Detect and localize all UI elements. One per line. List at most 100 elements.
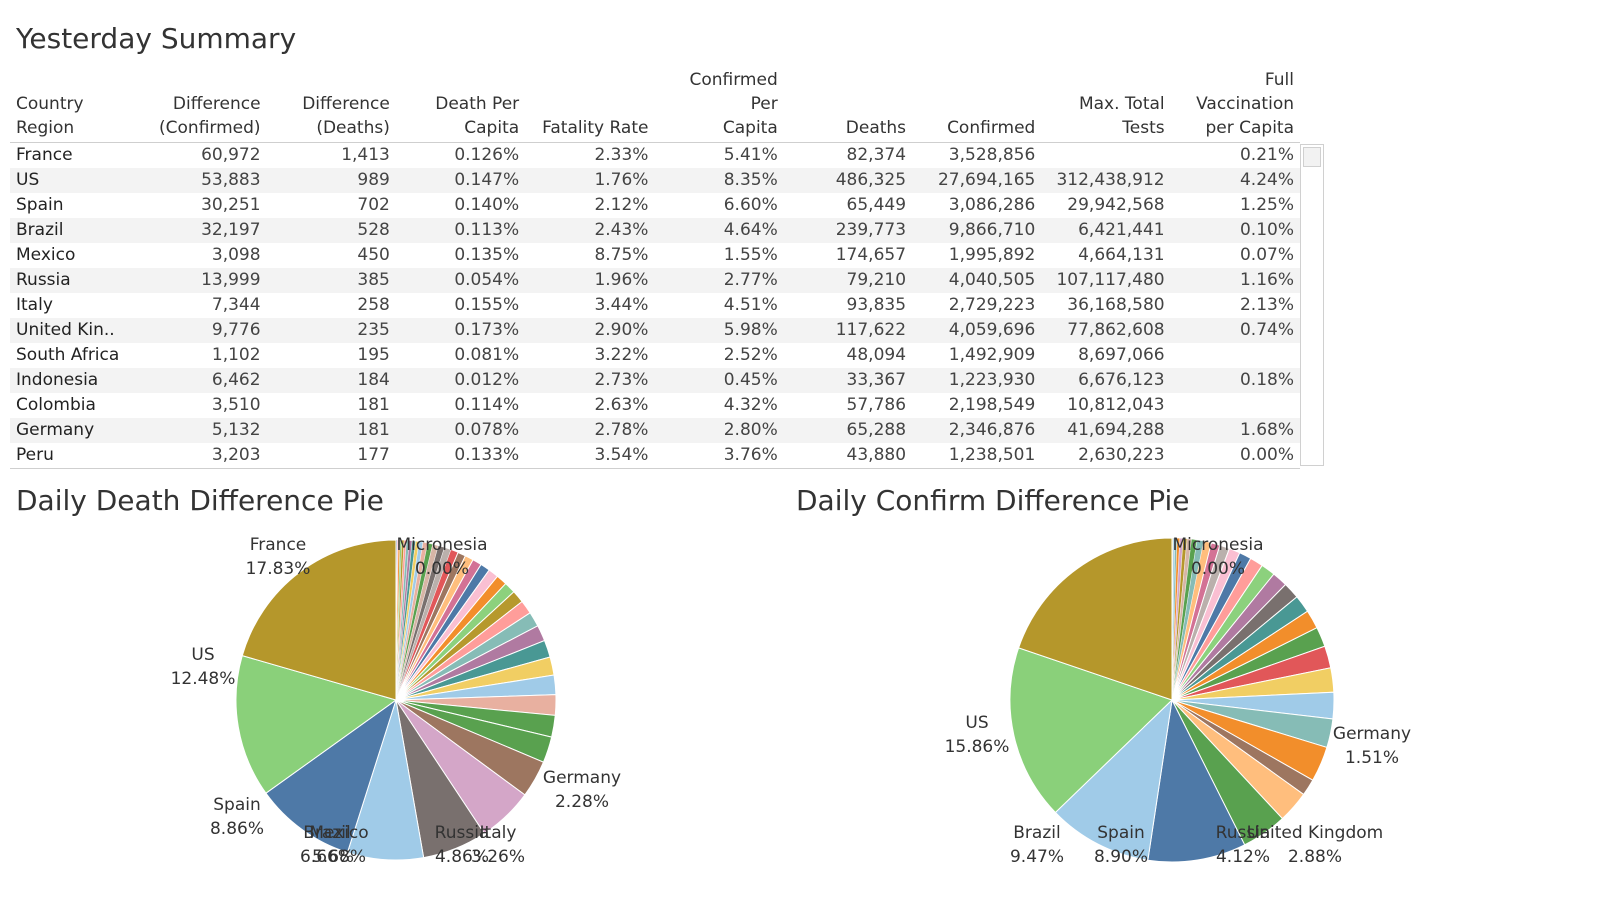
country-cell: United Kin.. [16, 319, 115, 340]
value-cell: 1.76% [594, 169, 649, 190]
value-cell: 65,288 [846, 419, 907, 440]
value-cell: 1,223,930 [948, 369, 1036, 390]
value-cell: 2.90% [594, 319, 649, 340]
table-row[interactable]: Spain 30,251 702 0.140% 2.12% 6.60% 65,449 3,08… [10, 193, 1300, 218]
column-header-text: Confirmed [947, 117, 1036, 138]
table-row[interactable]: Indonesia 6,462 184 0.012% 2.73% 0.45% 33,367 1… [10, 367, 1300, 393]
value-cell: 93,835 [846, 294, 907, 315]
value-cell: 117,622 [835, 319, 907, 340]
pie-data-label: 17.83% [246, 559, 311, 579]
value-cell: 41,694,288 [1067, 419, 1165, 440]
value-cell: 0.173% [454, 319, 520, 340]
table-row[interactable]: Mexico 3,098 450 0.135% 8.75% 1.55% 174,657 1,9… [10, 243, 1300, 268]
scrollbar-thumb[interactable] [1303, 147, 1321, 167]
table-row[interactable]: Brazil 32,197 528 0.113% 2.43% 4.64% 239,773 9,… [10, 217, 1300, 243]
column-header[interactable]: Death Per Capita [396, 66, 525, 142]
death-pie-title: Daily Death Difference Pie [16, 484, 384, 517]
pie-slice[interactable] [1054, 698, 1173, 861]
summary-table: Country Region Difference (Confirmed) Differ… [10, 66, 1300, 469]
table-row[interactable]: Peru 3,203 177 0.133% 3.54% 3.76% 43,880 1,238,… [10, 443, 1300, 469]
table-row[interactable]: France 60,972 1,413 0.126% 2.33% 5.41% 82,374 3… [10, 142, 1300, 168]
value-cell: 3.22% [594, 344, 649, 365]
table-body: France 60,972 1,413 0.126% 2.33% 5.41% 82,374 3… [10, 142, 1300, 468]
pie-slice[interactable] [241, 539, 397, 701]
column-header-text: Country [16, 93, 84, 114]
pie-data-label: Italy [480, 823, 517, 843]
value-cell: 36,168,580 [1067, 294, 1165, 315]
pie-data-label: US [965, 713, 988, 733]
country-cell: Colombia [16, 394, 96, 415]
value-cell: 6,462 [211, 369, 261, 390]
value-cell: 0.081% [454, 344, 520, 365]
value-cell: 29,942,568 [1067, 194, 1165, 215]
value-cell [1041, 142, 1170, 168]
column-header-text: Region [16, 117, 75, 138]
pie-data-label: 5.68% [312, 847, 366, 867]
value-cell: 385 [357, 269, 390, 290]
table-row[interactable]: Italy 7,344 258 0.155% 3.44% 4.51% 93,835 2,729… [10, 293, 1300, 318]
column-header[interactable]: Deaths [784, 66, 912, 142]
table-header-row: Country Region Difference (Confirmed) Differ… [10, 66, 1300, 142]
value-cell: 181 [357, 419, 390, 440]
column-header[interactable]: Difference (Confirmed) [137, 66, 266, 142]
value-cell: 77,862,608 [1067, 319, 1165, 340]
value-cell: 2.12% [594, 194, 649, 215]
table-row[interactable]: Russia 13,999 385 0.054% 1.96% 2.77% 79,210 4,0… [10, 267, 1300, 293]
value-cell: 0.21% [1239, 144, 1294, 165]
pie-data-label: US [191, 645, 214, 665]
value-cell: 3.44% [594, 294, 649, 315]
value-cell: 9,866,710 [948, 219, 1036, 240]
column-header[interactable]: Difference (Deaths) [267, 66, 396, 142]
pie-slice[interactable] [1017, 537, 1173, 701]
table-row[interactable]: United Kin.. 9,776 235 0.173% 2.90% 5.98% 117,… [10, 317, 1300, 343]
pie-slice[interactable] [265, 698, 397, 854]
column-header[interactable]: Fatality Rate [525, 66, 654, 142]
value-cell: 2.80% [723, 419, 778, 440]
value-cell: 5,132 [211, 419, 261, 440]
pie-data-label: United Kingdom [1247, 823, 1383, 843]
pie-slice[interactable] [1147, 698, 1246, 863]
column-header[interactable]: Max. Total Tests [1041, 66, 1170, 142]
value-cell: 0.054% [454, 269, 520, 290]
value-cell: 53,883 [201, 169, 261, 190]
value-cell: 2,346,876 [948, 419, 1036, 440]
column-header[interactable]: Confirmed Per Capita [654, 66, 783, 142]
value-cell: 2.33% [594, 144, 649, 165]
column-header[interactable]: Country Region [10, 66, 137, 142]
column-header-text: per Capita [1205, 117, 1294, 138]
column-header-text: Tests [1122, 117, 1165, 138]
value-cell: 30,251 [201, 194, 261, 215]
table-row[interactable]: Colombia 3,510 181 0.114% 2.63% 4.32% 57,786 2,… [10, 393, 1300, 418]
table-scrollbar[interactable] [1300, 144, 1324, 466]
table-row[interactable]: South Africa 1,102 195 0.081% 3.22% 2.52% 48,0… [10, 343, 1300, 368]
value-cell: 528 [357, 219, 390, 240]
value-cell: 7,344 [211, 294, 261, 315]
pie-slice[interactable] [235, 655, 398, 794]
pie-data-label: 6.66% [300, 847, 354, 867]
column-header[interactable]: Full Vaccination per Capita [1171, 66, 1300, 142]
pie-data-label: France [250, 535, 307, 555]
value-cell: 4.24% [1239, 169, 1294, 190]
country-cell: Italy [16, 294, 53, 315]
column-header[interactable]: Confirmed [912, 66, 1041, 142]
pie-data-label: 0.00% [415, 559, 469, 579]
table-row[interactable]: Germany 5,132 181 0.078% 2.78% 2.80% 65,288 2,3… [10, 417, 1300, 443]
value-cell: 0.078% [454, 419, 520, 440]
value-cell: 60,972 [201, 144, 261, 165]
pie-data-label: 1.51% [1345, 748, 1399, 768]
pie-slice[interactable] [1009, 647, 1173, 814]
value-cell: 1.16% [1239, 269, 1294, 290]
value-cell: 184 [357, 369, 390, 390]
value-cell: 0.18% [1239, 369, 1294, 390]
value-cell: 32,197 [201, 219, 261, 240]
value-cell: 235 [357, 319, 390, 340]
value-cell: 6,421,441 [1078, 219, 1165, 240]
pie-data-label: 8.90% [1094, 847, 1148, 867]
pie-data-label: 3.26% [471, 847, 525, 867]
table-row[interactable]: US 53,883 989 0.147% 1.76% 8.35% 486,325 27,694… [10, 167, 1300, 193]
pie-data-label: 12.48% [171, 669, 236, 689]
column-header-text: Fatality Rate [542, 117, 649, 138]
pie-data-label: 2.28% [555, 792, 609, 812]
value-cell: 48,094 [846, 344, 907, 365]
pie-data-label: 4.86% [435, 847, 489, 867]
